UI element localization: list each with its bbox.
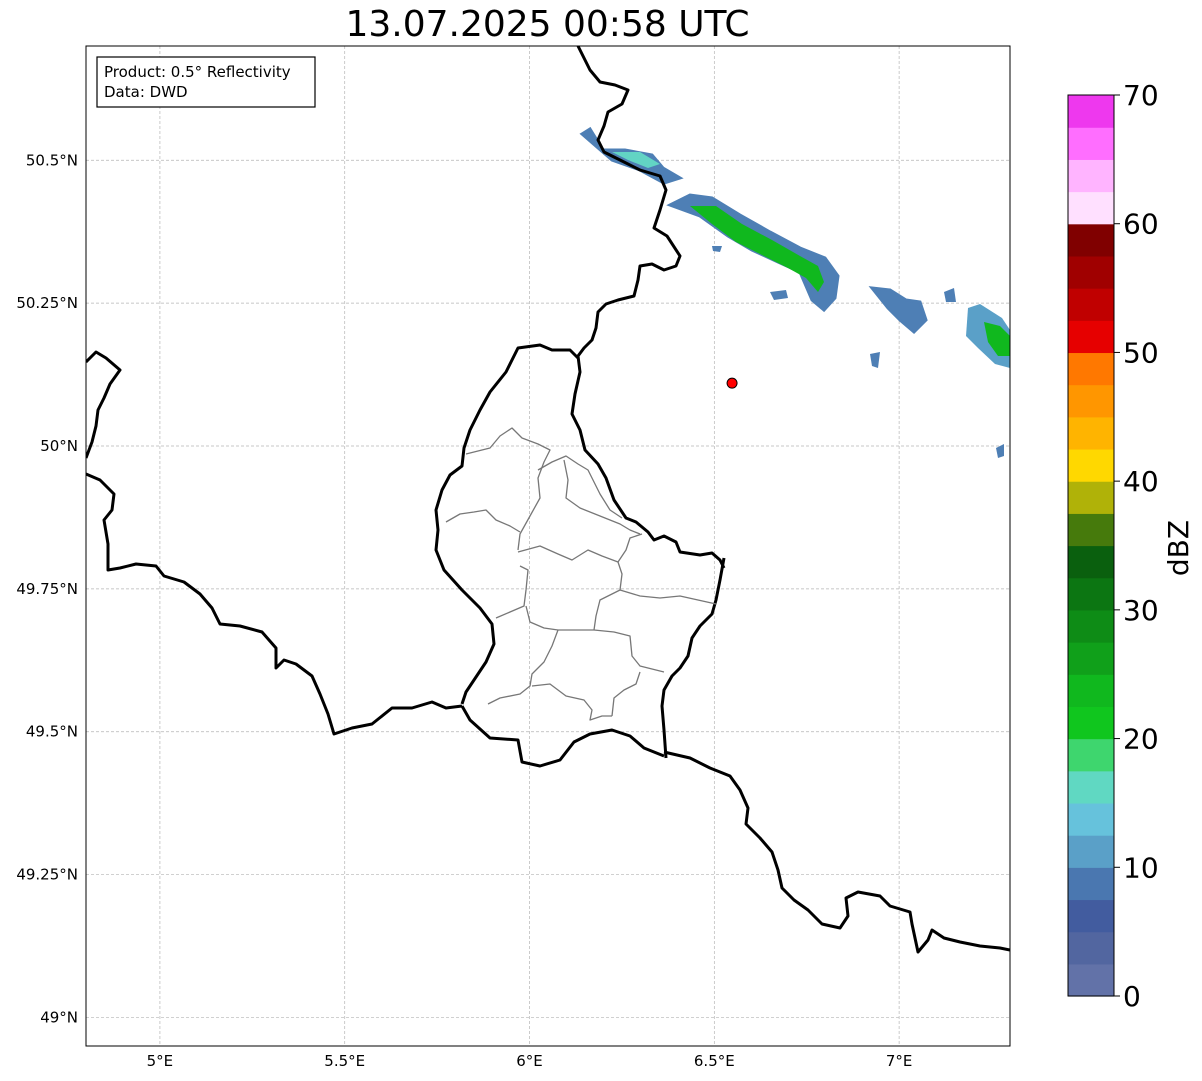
info-box: Product: 0.5° Reflectivity Data: DWD [96, 56, 316, 108]
border-luxembourg-france [460, 705, 665, 768]
colorbar-label: dBZ [1162, 520, 1195, 576]
colorbar-swatch [1068, 127, 1114, 160]
colorbar-tick-labels: 0 10 20 30 40 50 60 70 [1114, 79, 1159, 1013]
radar-echo-cell-small-4 [996, 444, 1004, 458]
info-box-frame [96, 56, 316, 108]
colorbar-swatch [1068, 384, 1114, 418]
district-border-4 [563, 459, 641, 535]
border-france-germany [663, 750, 1010, 954]
colorbar-tick-label: 50 [1123, 336, 1159, 369]
lat-tick-label: 49.5°N [26, 723, 78, 741]
colorbar-swatch [1068, 706, 1114, 740]
colorbar-tick-label: 10 [1123, 851, 1159, 884]
radar-echo-cell-small-2 [944, 288, 956, 302]
colorbar-swatch [1068, 320, 1114, 354]
colorbar-swatch [1068, 191, 1114, 225]
colorbar-swatch [1068, 802, 1114, 836]
radar-echo-cluster-east [868, 286, 928, 335]
colorbar-swatch [1068, 674, 1114, 707]
colorbar-swatch [1068, 159, 1114, 193]
district-border-1 [465, 427, 551, 551]
colorbar-tick-label: 20 [1123, 723, 1159, 756]
colorbar-swatch [1068, 899, 1114, 933]
district-border-3 [537, 455, 623, 519]
info-product: Product: 0.5° Reflectivity [104, 63, 291, 81]
colorbar-swatch [1068, 481, 1114, 514]
colorbar-swatch [1068, 963, 1114, 997]
luxembourg-district-borders [445, 427, 717, 721]
map-frame [85, 45, 1011, 1047]
border-france-belgium [86, 472, 463, 736]
colorbar-swatch [1068, 288, 1114, 321]
colorbar-tick-label: 60 [1123, 208, 1159, 241]
district-border-11 [531, 683, 612, 721]
radar-echo-band-core [690, 206, 824, 292]
lat-tick-label: 49°N [40, 1008, 78, 1026]
district-border-10 [487, 629, 559, 705]
district-border-9 [525, 605, 665, 673]
radar-echo-cell-small-5 [712, 246, 722, 252]
colorbar-swatch [1068, 223, 1114, 257]
radar-echo-cell-small-3 [870, 352, 880, 368]
colorbar [1068, 95, 1114, 997]
radar-echo-cluster-east-core [984, 322, 1010, 356]
district-border-5 [517, 533, 643, 563]
district-border-6 [495, 565, 529, 619]
lat-tick-label: 50.25°N [16, 294, 78, 312]
district-border-12 [611, 671, 641, 717]
colorbar-tick-label: 70 [1123, 79, 1159, 112]
district-border-2 [445, 509, 521, 533]
district-border-7 [593, 561, 623, 631]
colorbar-swatch [1068, 867, 1114, 901]
border-germany-belgium [570, 46, 726, 569]
colorbar-tick-label: 30 [1123, 594, 1159, 627]
colorbar-swatch [1068, 416, 1114, 450]
radar-echo-band-core-2 [612, 152, 660, 168]
colorbar-swatch [1068, 545, 1114, 579]
lat-tick-label: 49.25°N [16, 866, 78, 884]
colorbar-tick-label: 40 [1123, 465, 1159, 498]
longitude-tick-labels: 5°E 5.5°E 6°E 6.5°E 7°E [147, 1052, 913, 1070]
border-luxembourg-germany [660, 557, 726, 759]
border-belgium-netherlands [86, 350, 122, 459]
colorbar-swatch [1068, 577, 1114, 611]
lon-tick-label: 5.5°E [324, 1052, 365, 1070]
map-background [86, 46, 1010, 1046]
colorbar-swatch [1068, 95, 1114, 128]
lon-tick-label: 6°E [516, 1052, 543, 1070]
border-luxembourg-belgium [434, 343, 580, 705]
lon-tick-label: 7°E [886, 1052, 913, 1070]
lat-tick-label: 50.5°N [26, 151, 78, 169]
map-plot-area [86, 46, 1010, 954]
colorbar-swatch [1068, 835, 1114, 868]
colorbar-swatch [1068, 931, 1114, 965]
district-border-8 [619, 589, 717, 605]
latitude-tick-labels: 50.5°N 50.25°N 50°N 49.75°N 49.5°N 49.25°N 49°… [16, 151, 78, 1026]
lat-tick-label: 50°N [40, 437, 78, 455]
colorbar-swatch [1068, 255, 1114, 289]
radar-echo-cell-small-1 [770, 290, 788, 300]
map-title: 13.07.2025 00:58 UTC [345, 4, 750, 45]
colorbar-swatch [1068, 609, 1114, 643]
colorbar-swatch [1068, 513, 1114, 547]
colorbar-tick-label: 0 [1123, 980, 1141, 1013]
radar-site-marker [726, 377, 738, 389]
info-data-source: Data: DWD [104, 83, 188, 101]
colorbar-swatch [1068, 770, 1114, 804]
colorbar-swatch [1068, 642, 1114, 675]
colorbar-swatch [1068, 448, 1114, 482]
lon-tick-label: 5°E [147, 1052, 174, 1070]
lat-tick-label: 49.75°N [16, 580, 78, 598]
colorbar-swatch [1068, 738, 1114, 772]
country-borders [86, 46, 1010, 954]
colorbar-frame [1067, 94, 1115, 997]
colorbar-swatch [1068, 352, 1114, 386]
lon-tick-label: 6.5°E [694, 1052, 735, 1070]
